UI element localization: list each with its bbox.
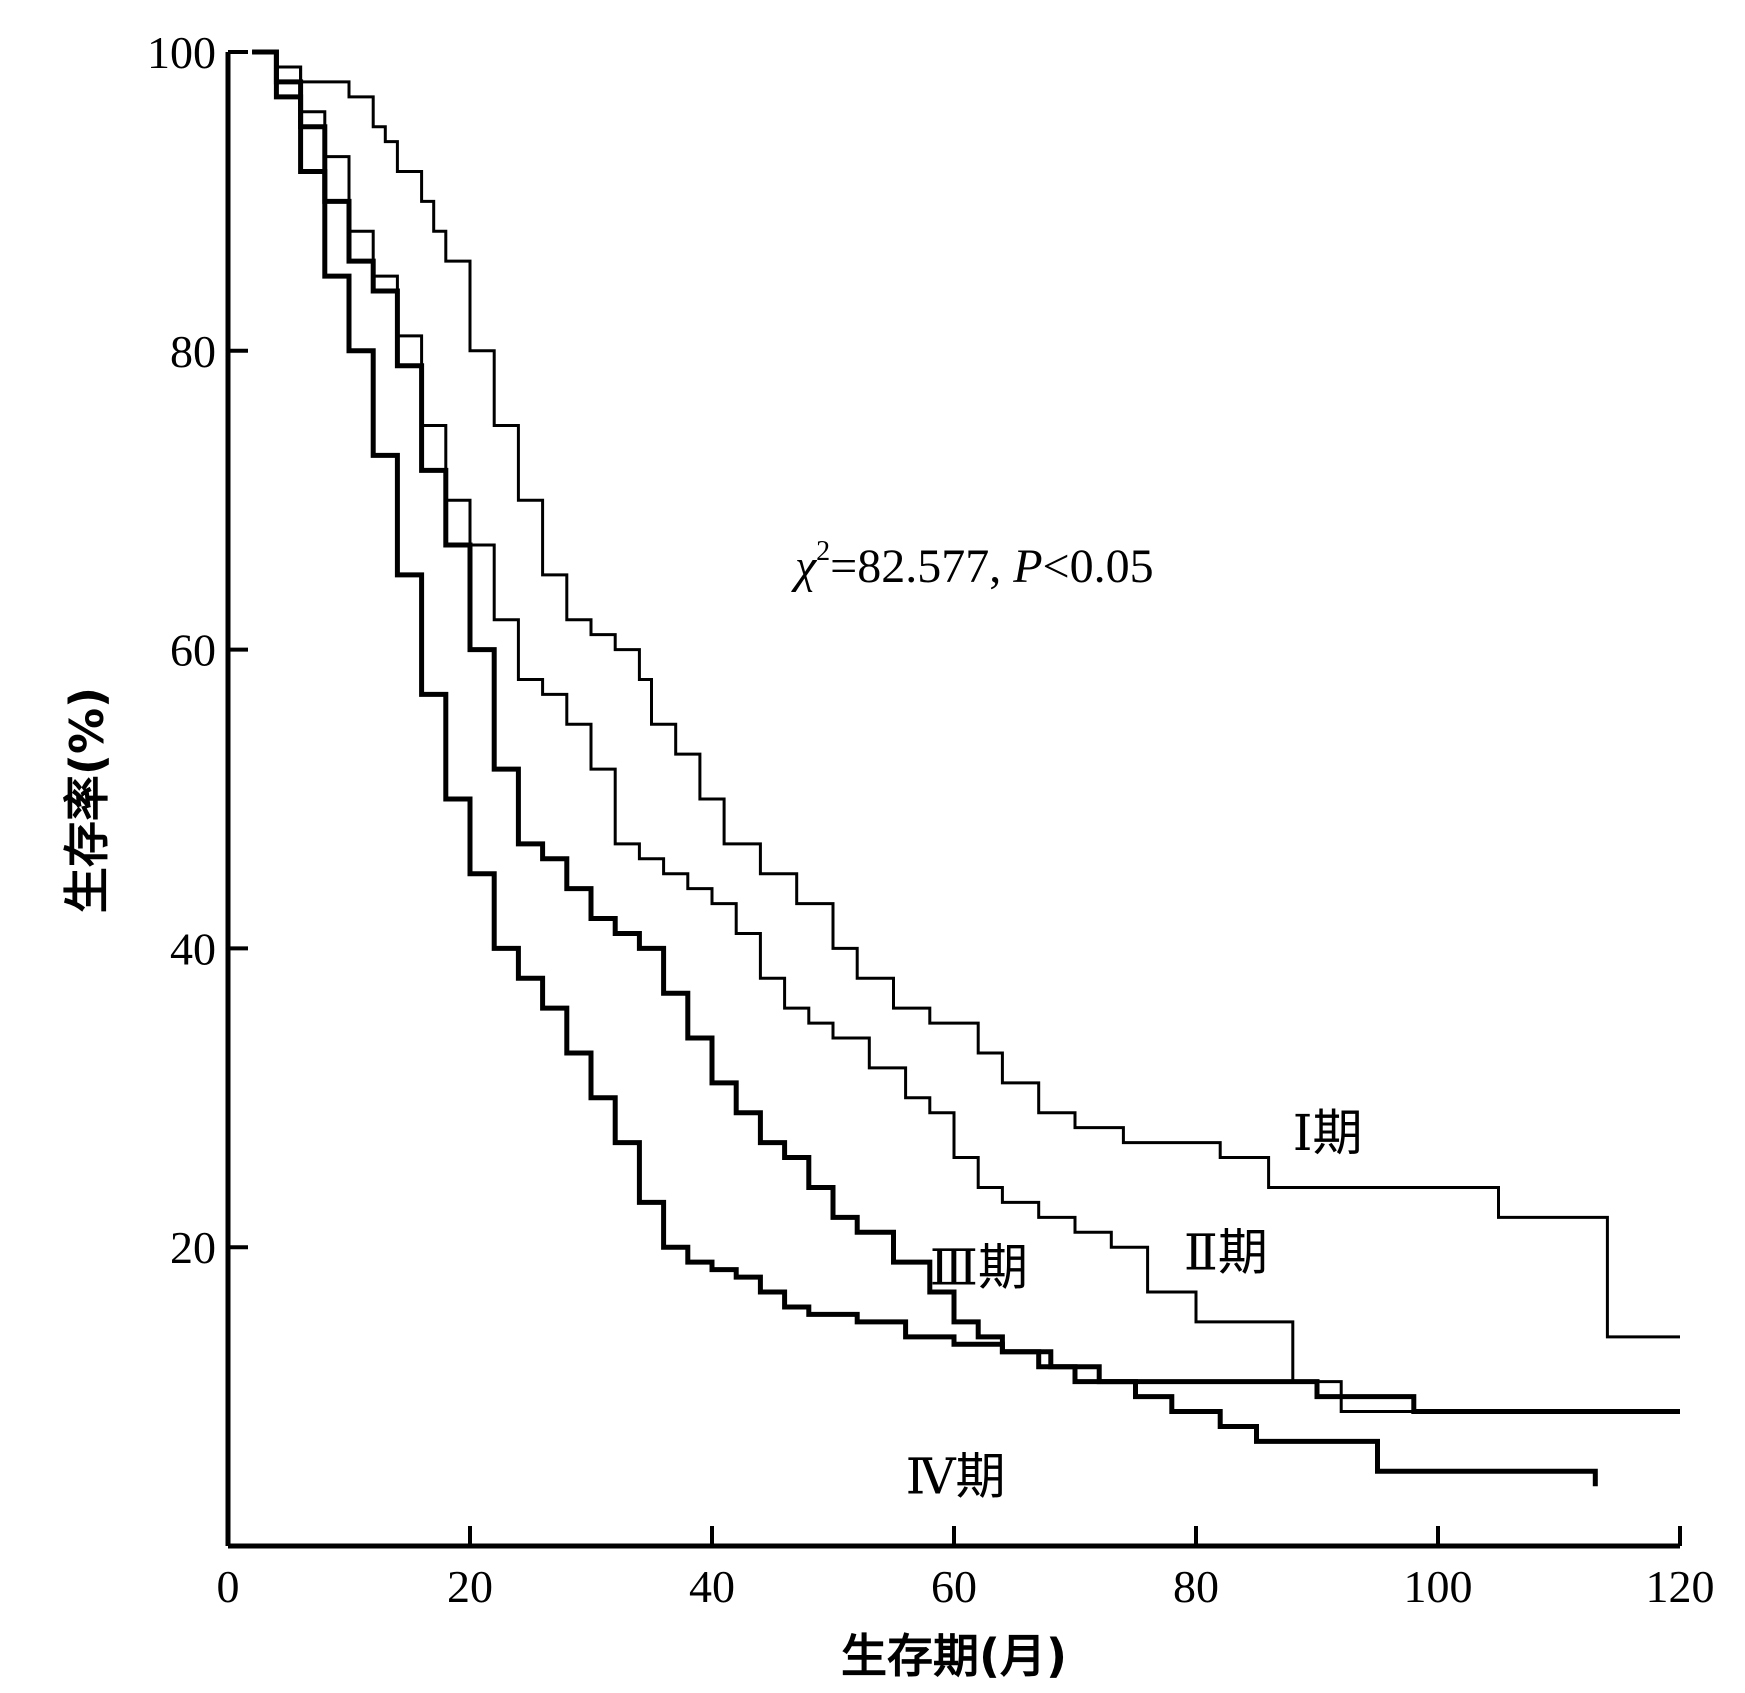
x-axis-title: 生存期(月) <box>841 1629 1067 1683</box>
p-value: <0.05 <box>1043 540 1154 593</box>
statistic-value: =82.577, <box>830 540 1013 593</box>
chi-superscript: 2 <box>816 536 830 567</box>
y-tick-label: 100 <box>147 27 216 78</box>
survival-curve-2 <box>252 50 1680 1414</box>
series-label-3: Ⅲ期 <box>930 1240 1028 1296</box>
series-labels: Ⅰ期 Ⅱ期 Ⅲ期 Ⅳ期 <box>906 1105 1363 1505</box>
y-axis-title: 生存率(%) <box>60 687 114 913</box>
series-label-1: Ⅰ期 <box>1293 1105 1363 1161</box>
ticks: 0 20 40 60 80 100 120 20 40 60 80 100 <box>147 27 1715 1612</box>
x-tick-label: 40 <box>689 1561 735 1612</box>
x-tick-label: 120 <box>1646 1561 1715 1612</box>
chi-symbol: χ <box>791 540 818 593</box>
survival-curves <box>252 49 1680 1487</box>
survival-curve-3 <box>252 49 1680 1415</box>
y-tick-label: 40 <box>170 923 216 974</box>
survival-curve-4 <box>252 49 1598 1487</box>
series-label-2: Ⅱ期 <box>1184 1225 1268 1281</box>
y-tick-label: 60 <box>170 625 216 676</box>
survival-curve-1 <box>252 50 1680 1339</box>
x-tick-label: 20 <box>447 1561 493 1612</box>
x-tick-label: 60 <box>931 1561 977 1612</box>
x-tick-label: 80 <box>1173 1561 1219 1612</box>
y-tick-label: 80 <box>170 326 216 377</box>
y-tick-label: 20 <box>170 1222 216 1273</box>
statistic-annotation: χ2=82.577, P<0.05 <box>791 536 1154 593</box>
x-tick-label: 0 <box>217 1561 240 1612</box>
series-label-4: Ⅳ期 <box>906 1449 1006 1505</box>
p-symbol: P <box>1012 540 1042 593</box>
x-tick-label: 100 <box>1404 1561 1473 1612</box>
